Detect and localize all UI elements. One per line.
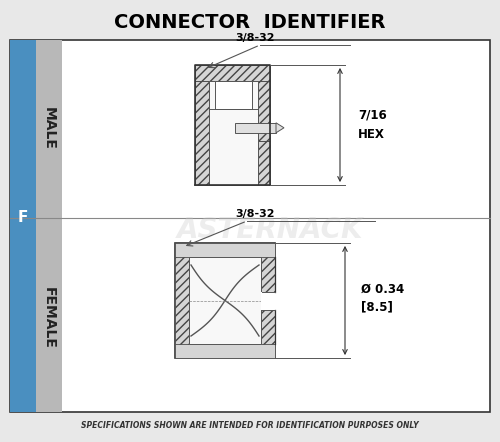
Text: CONNECTOR  IDENTIFIER: CONNECTOR IDENTIFIER	[114, 12, 386, 31]
Bar	[36, 40, 62, 412]
Text: Ø 0.34: Ø 0.34	[361, 282, 404, 296]
Text: 3/8-32: 3/8-32	[236, 209, 275, 219]
Text: 3/8-32: 3/8-32	[236, 33, 275, 43]
Bar	[10, 40, 36, 412]
Bar	[10, 40, 490, 412]
Text: MALE: MALE	[42, 107, 56, 149]
Bar	[175, 257, 189, 344]
Bar	[261, 292, 277, 309]
Bar	[209, 81, 258, 185]
Bar	[195, 65, 270, 81]
Bar	[175, 344, 275, 358]
Bar	[189, 257, 261, 344]
Polygon shape	[276, 123, 284, 133]
Bar	[175, 243, 275, 358]
Bar	[175, 243, 275, 257]
Text: HEX: HEX	[358, 128, 385, 141]
Text: F: F	[18, 210, 28, 225]
Bar	[215, 81, 252, 109]
Bar	[235, 123, 276, 133]
Text: 7/16: 7/16	[358, 109, 387, 122]
Bar	[261, 257, 275, 344]
Bar	[258, 81, 270, 141]
Text: [8.5]: [8.5]	[361, 301, 393, 314]
Bar	[195, 81, 209, 185]
Text: SPECIFICATIONS SHOWN ARE INTENDED FOR IDENTIFICATION PURPOSES ONLY: SPECIFICATIONS SHOWN ARE INTENDED FOR ID…	[81, 422, 419, 431]
Bar	[258, 141, 270, 185]
Text: ASTERNACK: ASTERNACK	[177, 216, 363, 244]
Text: FEMALE: FEMALE	[42, 287, 56, 349]
